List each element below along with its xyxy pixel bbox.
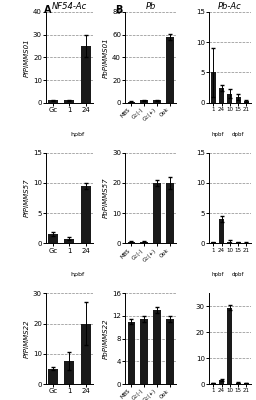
Bar <box>48 100 58 103</box>
Bar <box>236 242 241 243</box>
Bar <box>244 383 249 384</box>
Bar <box>211 242 216 243</box>
Bar <box>81 186 91 243</box>
Bar <box>227 94 232 103</box>
Y-axis label: PbPIMMS57: PbPIMMS57 <box>103 178 109 218</box>
Text: hpbf: hpbf <box>70 132 84 137</box>
Bar <box>227 242 232 243</box>
Bar <box>153 100 161 103</box>
Bar <box>65 361 74 384</box>
Bar <box>127 242 135 243</box>
Bar <box>244 101 249 103</box>
Bar <box>236 97 241 103</box>
Bar <box>236 383 241 384</box>
Bar <box>153 183 161 243</box>
Bar <box>141 319 148 384</box>
Bar <box>81 324 91 384</box>
Y-axis label: PfPIMMS57: PfPIMMS57 <box>24 179 30 217</box>
Text: B: B <box>115 5 122 15</box>
Bar <box>141 100 148 103</box>
Y-axis label: PfPIMMS22: PfPIMMS22 <box>24 319 30 358</box>
Y-axis label: PfPIMMS01: PfPIMMS01 <box>24 38 30 77</box>
Title: Pb-Ac: Pb-Ac <box>218 2 242 11</box>
Bar <box>48 234 58 243</box>
Bar <box>219 88 224 103</box>
Text: A: A <box>44 5 51 15</box>
Bar <box>211 383 216 384</box>
Bar <box>219 380 224 384</box>
Title: Pb: Pb <box>146 2 156 11</box>
Bar <box>227 308 232 384</box>
Bar <box>48 369 58 384</box>
Bar <box>127 322 135 384</box>
Bar <box>141 242 148 243</box>
Title: NF54-Ac: NF54-Ac <box>52 2 87 11</box>
Bar <box>65 238 74 243</box>
Bar <box>166 319 174 384</box>
Text: hpbf: hpbf <box>211 272 224 278</box>
Bar <box>219 219 224 243</box>
Bar <box>81 46 91 103</box>
Bar <box>153 310 161 384</box>
Text: dpbf: dpbf <box>232 132 244 137</box>
Bar <box>166 37 174 103</box>
Text: hpbf: hpbf <box>70 272 84 278</box>
Y-axis label: PbPIMMS01: PbPIMMS01 <box>103 37 109 78</box>
Bar <box>211 72 216 103</box>
Text: hpbf: hpbf <box>211 132 224 137</box>
Bar <box>166 183 174 243</box>
Text: dpbf: dpbf <box>232 272 244 278</box>
Bar <box>65 100 74 103</box>
Bar <box>127 102 135 103</box>
Y-axis label: PbPIMMS22: PbPIMMS22 <box>103 318 109 359</box>
